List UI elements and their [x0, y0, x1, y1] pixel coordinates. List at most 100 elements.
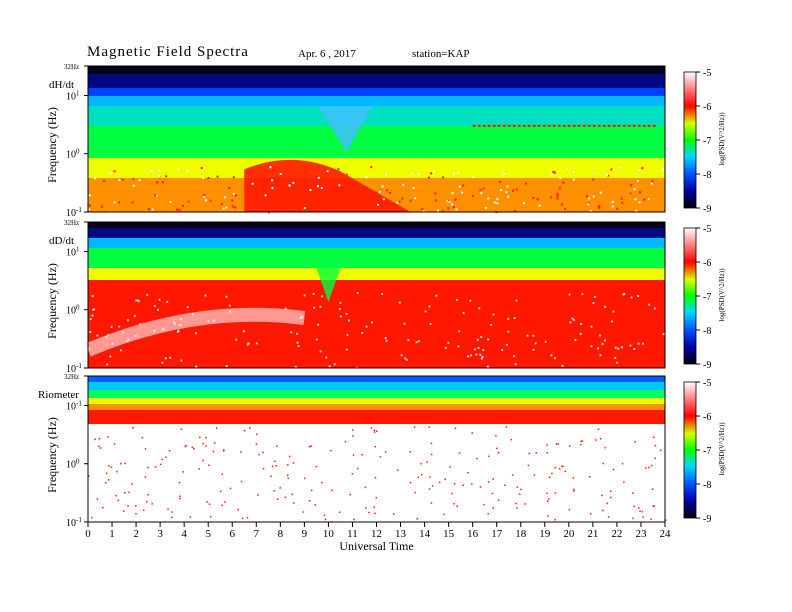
- speckle: [110, 466, 113, 468]
- speckle: [353, 518, 355, 521]
- speckle: [638, 201, 641, 204]
- x-tick-label: 11: [347, 528, 358, 540]
- speckle: [407, 339, 410, 342]
- colorbar-tick-label: -7: [703, 446, 711, 457]
- speckle: [270, 475, 272, 478]
- speckle: [94, 177, 97, 180]
- speckle: [528, 452, 531, 455]
- speckle: [601, 342, 604, 345]
- speckle: [358, 203, 361, 206]
- speckle: [148, 208, 151, 211]
- speckle: [573, 171, 576, 174]
- speckle: [346, 333, 349, 336]
- speckle: [467, 355, 470, 358]
- speckle: [612, 468, 615, 471]
- speckle: [647, 197, 650, 200]
- speckle: [198, 468, 200, 470]
- speckle: [601, 494, 603, 497]
- speckle: [623, 481, 625, 483]
- speckle: [119, 349, 122, 352]
- speckle: [469, 299, 472, 302]
- speckle: [251, 182, 254, 185]
- speckle: [120, 462, 122, 465]
- speckle: [356, 292, 359, 295]
- speckle: [345, 348, 348, 351]
- speckle: [493, 201, 496, 204]
- speckle: [579, 332, 582, 335]
- speckle: [447, 341, 450, 344]
- speckle: [589, 210, 592, 213]
- speckle: [422, 210, 425, 213]
- speckle: [635, 209, 638, 212]
- speckle: [652, 436, 655, 439]
- speckle: [544, 340, 547, 343]
- speckle: [221, 504, 223, 507]
- speckle: [137, 300, 140, 303]
- speckle: [126, 340, 129, 343]
- speckle: [471, 195, 474, 198]
- panel-label: Riometer: [38, 389, 79, 401]
- x-tick-label: 12: [371, 528, 382, 540]
- speckle: [574, 339, 577, 342]
- speckle: [202, 177, 205, 180]
- speckle: [604, 305, 607, 308]
- speckle: [147, 466, 149, 469]
- speckle: [284, 496, 287, 499]
- speckle: [142, 509, 145, 511]
- speckle: [88, 194, 91, 197]
- speckle: [199, 436, 201, 439]
- speckle: [328, 365, 331, 368]
- speckle: [621, 462, 624, 465]
- speckle: [651, 180, 654, 183]
- speckle: [347, 319, 350, 322]
- speckle: [653, 307, 656, 310]
- y-tick-base: 10: [66, 364, 76, 375]
- speckle: [187, 200, 190, 203]
- speckle: [292, 462, 295, 464]
- speckle: [215, 427, 218, 429]
- speckle: [641, 510, 644, 513]
- speckle: [607, 516, 610, 518]
- speckle: [447, 207, 450, 210]
- speckle: [278, 184, 281, 187]
- speckle: [275, 465, 277, 467]
- speckle: [593, 295, 596, 298]
- speckle: [331, 489, 333, 492]
- speckle: [520, 488, 522, 491]
- speckle: [232, 192, 235, 195]
- x-tick-label: 0: [85, 528, 91, 540]
- speckle: [461, 191, 464, 194]
- speckle: [317, 166, 320, 169]
- panel-label: dH/dt: [49, 79, 74, 91]
- y-tick-base: 10: [66, 150, 76, 161]
- speckle: [180, 359, 183, 362]
- speckle: [173, 321, 176, 324]
- speckle: [616, 207, 619, 210]
- speckle: [154, 466, 157, 468]
- speckle: [182, 471, 185, 473]
- speckle: [317, 323, 320, 326]
- panel-label: dD/dt: [49, 235, 74, 247]
- speckle: [389, 191, 392, 194]
- speckle: [573, 488, 575, 491]
- speckle: [279, 190, 282, 193]
- speckle: [213, 442, 216, 444]
- y-tick-label: 32Hz: [64, 219, 79, 227]
- speckle: [356, 467, 359, 470]
- blue-gap: [318, 106, 373, 152]
- speckle: [611, 205, 614, 208]
- speckle: [650, 182, 653, 185]
- speckle: [99, 447, 102, 449]
- speckle: [609, 490, 612, 492]
- speckle: [255, 443, 258, 446]
- speckle: [206, 501, 208, 503]
- speckle: [471, 483, 473, 485]
- speckle: [203, 195, 206, 198]
- colorbar-tick-label: -5: [703, 224, 711, 235]
- speckle: [550, 354, 553, 357]
- speckle: [432, 170, 435, 173]
- speckle: [113, 170, 116, 173]
- speckle: [651, 464, 653, 467]
- speckle: [98, 445, 100, 448]
- speckle: [135, 299, 138, 302]
